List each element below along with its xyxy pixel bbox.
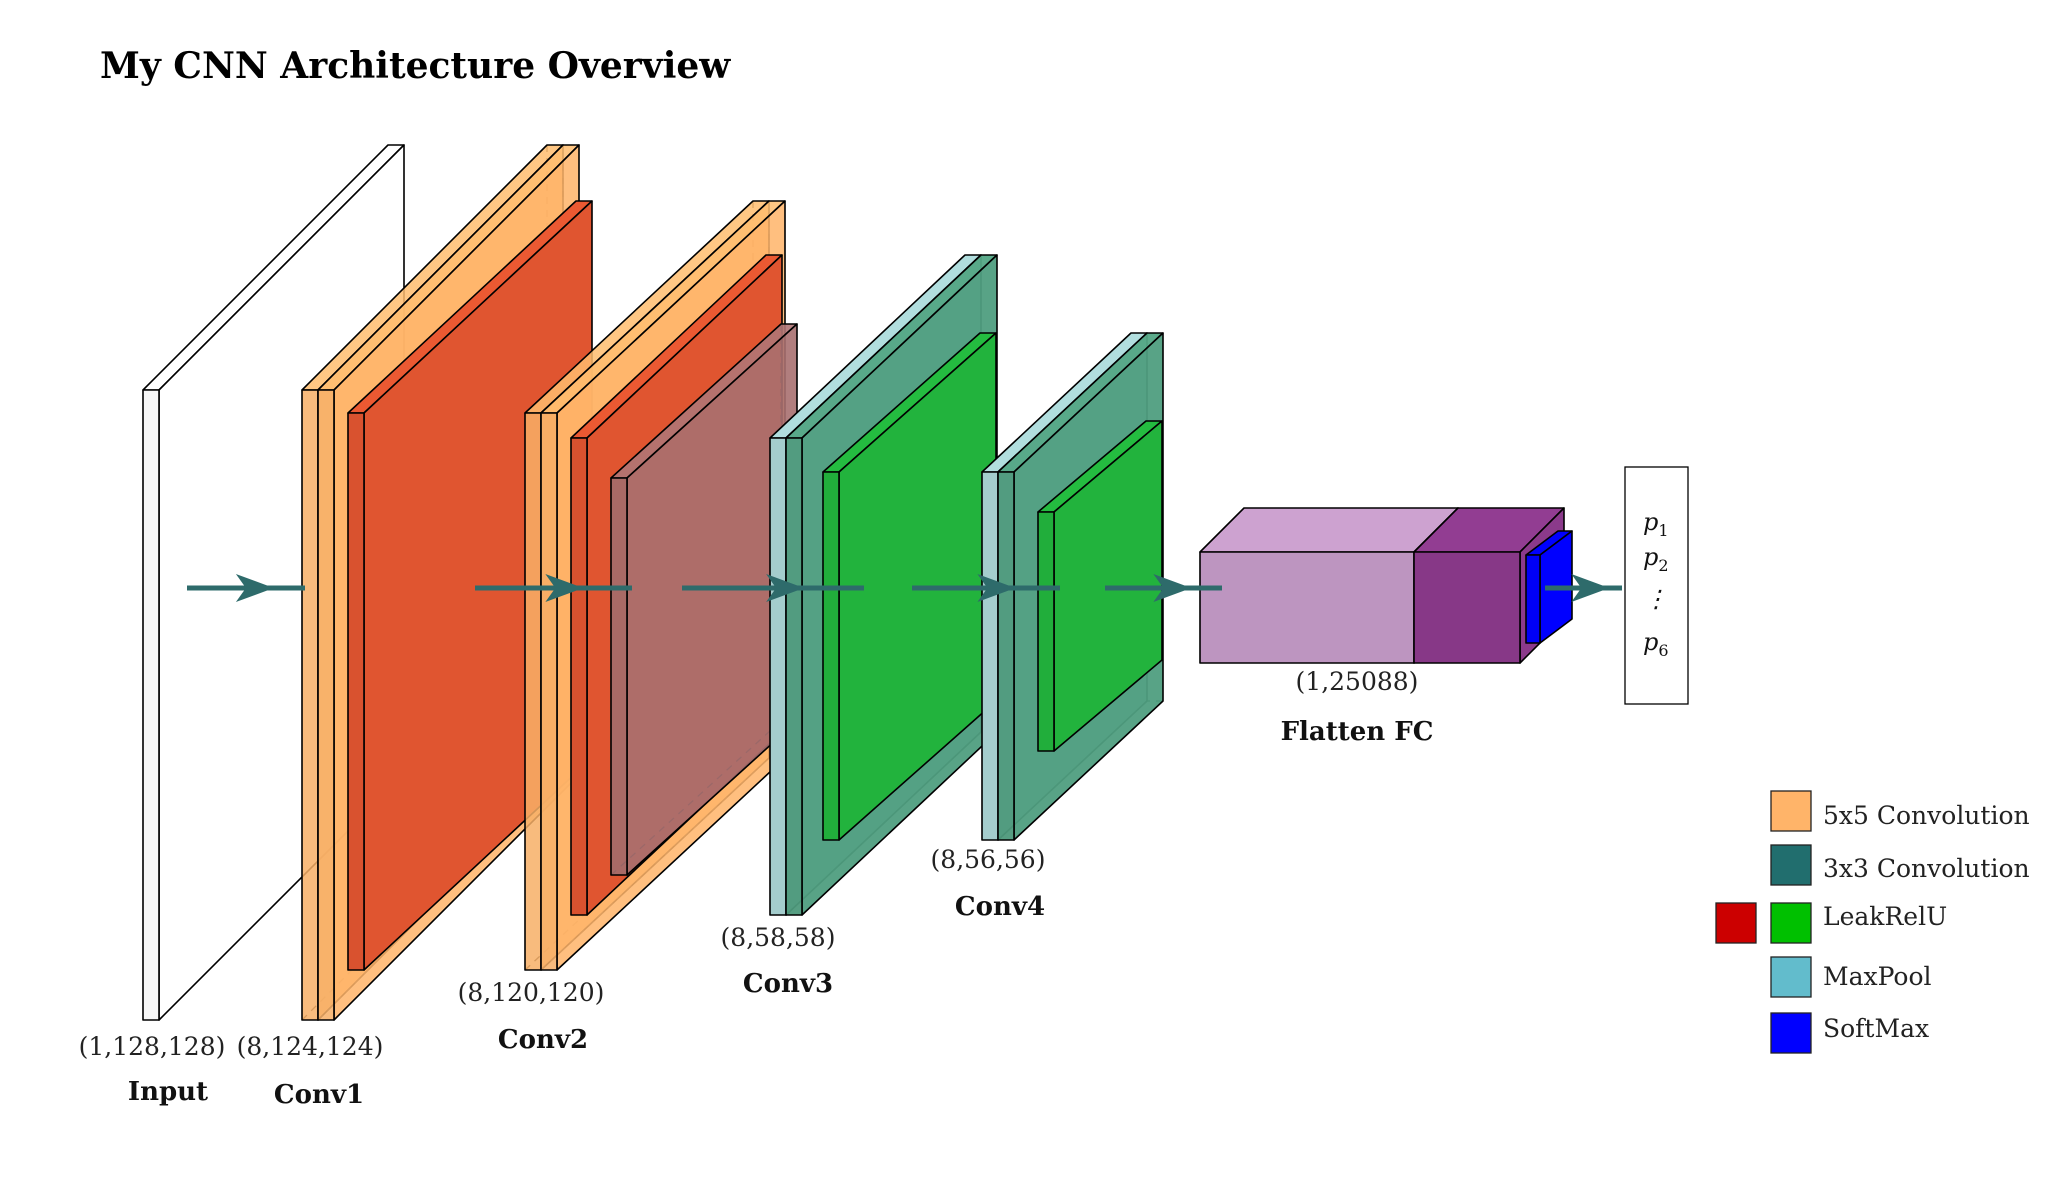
conv2-dims: (8,120,120) xyxy=(458,978,605,1007)
legend-label-maxpool: MaxPool xyxy=(1823,962,1932,991)
flow-arrow xyxy=(187,574,305,602)
conv4-label: Conv4 xyxy=(955,892,1045,922)
conv1-label: Conv1 xyxy=(274,1080,364,1110)
flow-arrow xyxy=(475,574,632,602)
legend-swatch-conv5 xyxy=(1770,790,1812,832)
fc-dims: (1,25088) xyxy=(1296,667,1419,696)
legend-swatch-conv3 xyxy=(1770,844,1812,886)
legend-swatch-relu-red xyxy=(1715,902,1757,944)
conv1-dims: (8,124,124) xyxy=(237,1032,384,1061)
flow-arrow xyxy=(912,574,1060,602)
conv3-dims: (8,58,58) xyxy=(721,923,836,952)
legend-swatch-softmax xyxy=(1770,1012,1812,1054)
conv4-dims: (8,56,56) xyxy=(931,845,1046,874)
conv2-label: Conv2 xyxy=(498,1025,588,1055)
layer-shapes xyxy=(142,144,1573,1021)
legend-swatch-maxpool xyxy=(1770,956,1812,998)
conv3-label: Conv3 xyxy=(743,969,833,999)
fc-label: Flatten FC xyxy=(1281,717,1434,747)
flow-arrow xyxy=(1105,574,1222,602)
diagram-title: My CNN Architecture Overview xyxy=(100,45,731,87)
conv2-maxpool-slab xyxy=(610,323,798,876)
legend: 5x5 Convolution 3x3 Convolution LeakRelU… xyxy=(1715,790,2030,1054)
legend-label-conv5: 5x5 Convolution xyxy=(1823,801,2030,830)
output-box xyxy=(1624,466,1689,705)
flow-arrow xyxy=(1545,574,1622,602)
input-dims: (1,128,128) xyxy=(79,1032,226,1061)
legend-swatch-relu-green xyxy=(1770,902,1812,944)
flow-arrows xyxy=(187,574,1622,602)
legend-label-softmax: SoftMax xyxy=(1823,1014,1929,1043)
output-ellipsis: ⋮ xyxy=(1644,585,1668,613)
legend-label-conv3: 3x3 Convolution xyxy=(1823,854,2030,883)
flow-arrow xyxy=(682,574,864,602)
output-p1: p1 xyxy=(1643,508,1669,540)
output-p2: p2 xyxy=(1643,543,1669,575)
input-label: Input xyxy=(128,1077,208,1107)
output-p6: p6 xyxy=(1643,628,1669,660)
legend-label-relu: LeakRelU xyxy=(1823,902,1947,931)
